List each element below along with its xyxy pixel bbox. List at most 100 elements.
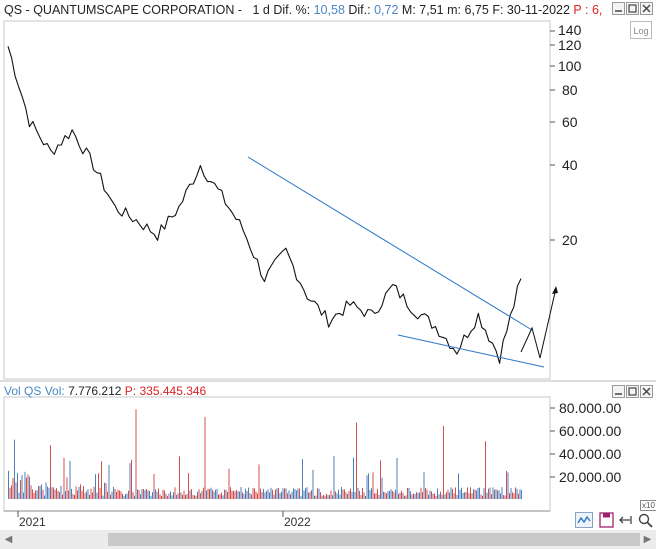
volume-bar: [443, 426, 444, 499]
volume-bar: [290, 494, 291, 499]
volume-bar: [374, 493, 375, 499]
volume-bar: [410, 491, 411, 499]
volume-bar: [56, 488, 57, 499]
save-button[interactable]: [598, 512, 616, 528]
zoom-button[interactable]: [637, 512, 655, 528]
horizontal-scrollbar[interactable]: ◀ ▶: [0, 530, 656, 549]
volume-bar: [426, 489, 428, 499]
period: 1 d: [252, 3, 270, 17]
volume-bar: [297, 488, 299, 499]
volume-bar: [384, 492, 386, 499]
volume-bar: [449, 492, 450, 499]
max-value: 7,51: [419, 3, 444, 17]
volume-bar: [98, 473, 99, 499]
vol-close-button[interactable]: [640, 385, 653, 398]
volume-bar: [125, 494, 126, 499]
volume-bar: [488, 488, 489, 499]
volume-bar: [320, 492, 321, 499]
volume-bar: [369, 490, 371, 499]
volume-bar: [102, 495, 104, 499]
volume-bar: [350, 488, 351, 499]
volume-bar: [174, 487, 176, 499]
back-button[interactable]: [616, 512, 634, 528]
volume-bar: [447, 489, 449, 499]
volume-bar: [329, 495, 330, 499]
volume-bar: [473, 489, 474, 499]
log-scale-toggle[interactable]: Log: [630, 21, 652, 39]
volume-bar: [74, 495, 75, 499]
volume-bar: [215, 489, 216, 499]
volume-bar: [138, 490, 140, 499]
volume-bar: [192, 495, 194, 499]
volume-bar: [203, 487, 204, 499]
volume-bar: [227, 491, 228, 499]
volume-bar: [32, 489, 33, 499]
volume-bar: [417, 492, 419, 499]
volume-bar: [66, 477, 68, 499]
volume-bar: [278, 488, 279, 499]
volume-bar: [311, 490, 312, 499]
volume-bar: [143, 489, 144, 499]
volume-bar: [260, 488, 261, 499]
volume-bar: [164, 490, 165, 499]
vol-maximize-button[interactable]: [626, 385, 639, 398]
volume-bar: [173, 492, 174, 499]
volume-bar: [402, 493, 404, 499]
volume-bar: [359, 490, 360, 499]
chart-canvas[interactable]: 140 120 100 80 60 40 20 80.000.00 60.000…: [0, 0, 656, 530]
volume-bar: [165, 493, 167, 499]
volume-bar: [399, 492, 401, 499]
volume-bar: [111, 491, 113, 499]
volume-bar: [518, 493, 519, 499]
vol-series-label: QS Vol:: [24, 384, 65, 398]
volume-bar: [494, 489, 495, 499]
volume-bar: [216, 488, 218, 499]
volume-bar: [65, 491, 66, 499]
volume-bar: [515, 487, 516, 499]
volume-bar: [206, 490, 207, 499]
price-tick-80: 80: [562, 82, 578, 98]
close-button[interactable]: [640, 2, 653, 15]
maximize-button[interactable]: [626, 2, 639, 15]
upper-trendline: [247, 156, 533, 331]
volume-bar: [389, 491, 390, 499]
volume-bar: [119, 490, 120, 499]
volume-bar: [510, 487, 512, 499]
minimize-icon: [615, 10, 622, 12]
chart-type-button[interactable]: [575, 512, 593, 528]
volume-bar: [152, 492, 153, 499]
scroll-right-arrow-icon[interactable]: ▶: [643, 534, 652, 545]
scroll-left-arrow-icon[interactable]: ◀: [4, 534, 13, 545]
volume-bar: [507, 472, 509, 499]
volume-bar: [326, 494, 327, 499]
scroll-thumb[interactable]: [108, 533, 640, 546]
vol-minimize-button[interactable]: [612, 385, 625, 398]
volume-bar: [155, 489, 156, 499]
volume-bar: [15, 482, 17, 499]
volume-bar: [414, 494, 416, 499]
volume-bar: [168, 493, 170, 499]
vol-p-value: 335.445.346: [139, 384, 207, 398]
volume-bar: [446, 492, 447, 499]
volume-bar: [266, 491, 267, 499]
volume-bar: [471, 493, 473, 499]
time-tick-2022: 2022: [284, 515, 311, 529]
close-icon: [642, 4, 651, 13]
volume-bar: [71, 488, 72, 499]
volume-bar: [423, 472, 425, 499]
volume-bar: [185, 494, 186, 499]
volume-bar: [132, 492, 134, 499]
volume-bar: [479, 487, 480, 499]
volume-bar: [17, 473, 18, 499]
vol-tick-80m: 80.000.00: [559, 400, 621, 416]
volume-bar: [104, 482, 105, 499]
volume-bar: [137, 489, 138, 499]
volume-bar: [83, 486, 84, 499]
volume-bar: [254, 488, 255, 499]
volume-bar: [353, 457, 354, 499]
volume-bar: [431, 491, 432, 499]
volume-bar: [506, 471, 507, 499]
volume-bar: [299, 488, 300, 499]
volume-bar: [363, 492, 365, 499]
minimize-button[interactable]: [612, 2, 625, 15]
